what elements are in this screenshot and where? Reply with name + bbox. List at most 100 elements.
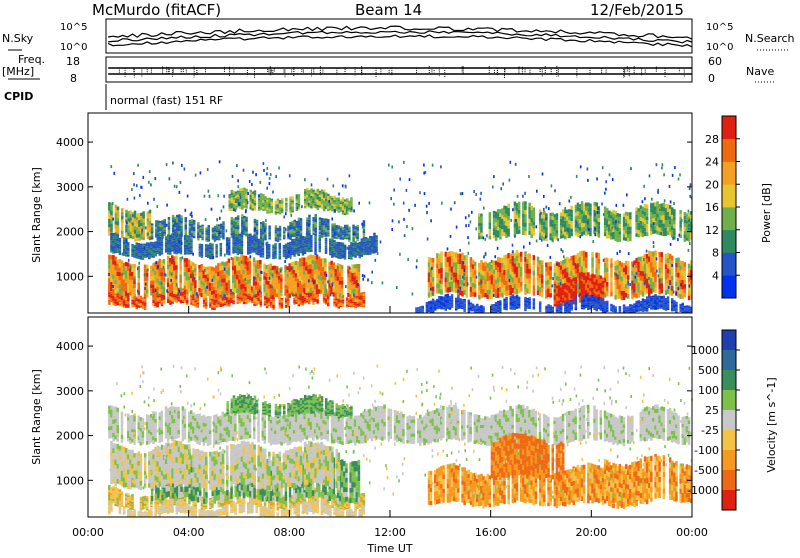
power-cell <box>197 306 200 308</box>
power-cell <box>228 244 231 246</box>
power-cell <box>606 272 609 277</box>
power-cell <box>432 282 435 287</box>
power-cell <box>121 227 124 231</box>
power-cell <box>606 277 609 282</box>
power-cell <box>283 247 286 249</box>
power-cell <box>121 231 124 235</box>
power-cell <box>193 236 196 238</box>
power-cell <box>324 263 327 267</box>
power-cell <box>606 292 609 297</box>
power-cell <box>570 213 573 217</box>
power-cell <box>117 207 120 211</box>
power-cell <box>348 234 351 236</box>
power-cell <box>324 280 327 284</box>
power-cell <box>661 268 664 273</box>
power-cell <box>340 255 343 257</box>
power-cell <box>327 194 330 196</box>
power-cell <box>556 227 559 230</box>
power-cell <box>215 247 218 249</box>
power-cell <box>570 217 573 221</box>
power-cell <box>222 224 225 226</box>
power-cell <box>598 253 601 258</box>
power-cell <box>270 305 273 307</box>
power-cell <box>268 229 271 231</box>
power-cell <box>474 271 477 275</box>
power-cell <box>610 273 613 278</box>
power-cell <box>661 273 664 278</box>
power-cell <box>340 253 343 255</box>
power-cell <box>264 238 267 240</box>
power-cell <box>185 220 188 223</box>
power-cell <box>125 225 128 229</box>
power-cell <box>201 225 204 227</box>
power-cell <box>310 235 313 237</box>
power-cell <box>549 275 552 280</box>
power-cell <box>300 231 303 234</box>
power-cell <box>180 221 183 224</box>
power-cell <box>342 243 345 245</box>
power-cell <box>274 257 277 259</box>
power-cell <box>228 280 231 284</box>
power-cell <box>201 249 204 251</box>
power-cell <box>327 234 330 236</box>
power-cell <box>259 264 262 268</box>
power-cell <box>249 261 252 266</box>
power-cell <box>671 276 674 281</box>
power-cell <box>228 267 231 271</box>
power-cell <box>164 226 167 228</box>
power-cell <box>163 302 166 304</box>
power-cell <box>117 229 120 233</box>
power-cell <box>164 232 167 234</box>
power-cell <box>298 194 301 196</box>
power-cell <box>241 240 244 243</box>
power-cell <box>507 208 510 212</box>
power-cell <box>281 210 284 212</box>
power-cell <box>308 220 311 223</box>
power-cell <box>310 237 313 239</box>
power-cell <box>232 298 235 300</box>
power-cell <box>274 255 277 257</box>
power-cell <box>671 281 674 286</box>
power-cell <box>489 219 492 222</box>
power-cell <box>268 253 271 255</box>
power-cell <box>179 270 182 274</box>
power-cell <box>197 238 200 240</box>
power-cell <box>271 209 274 211</box>
power-cell <box>164 221 167 223</box>
power-cell <box>175 256 178 261</box>
noise-right-tick-low: 10^0 <box>706 42 733 53</box>
power-cell <box>245 219 248 222</box>
power-cell <box>342 306 345 308</box>
power-cell <box>545 220 548 224</box>
power-cell <box>344 256 347 258</box>
power-cell <box>255 236 258 238</box>
power-cell <box>179 283 182 287</box>
power-cell <box>474 293 477 297</box>
power-cell <box>285 203 288 205</box>
power-cell <box>142 258 145 260</box>
power-cell <box>317 207 320 210</box>
power-cell <box>281 198 284 200</box>
cpid-label: CPID <box>4 90 33 103</box>
power-cell <box>147 232 150 236</box>
power-cell <box>193 222 196 224</box>
power-cell <box>180 215 183 218</box>
power-cell <box>268 246 271 248</box>
power-cell <box>180 229 183 232</box>
power-cell <box>151 233 154 235</box>
power-cell <box>260 297 263 299</box>
power-cell <box>180 223 183 226</box>
power-cell <box>140 296 143 298</box>
power-cell <box>316 299 319 301</box>
power-cell <box>201 235 204 237</box>
power-cell <box>175 265 178 270</box>
power-cell <box>201 254 204 256</box>
power-cell <box>249 283 252 288</box>
power-cell <box>363 229 366 231</box>
power-cell <box>300 221 303 224</box>
power-cell <box>480 236 483 239</box>
power-cell <box>344 258 347 260</box>
power-cell <box>533 222 536 226</box>
power-cell <box>440 289 443 294</box>
